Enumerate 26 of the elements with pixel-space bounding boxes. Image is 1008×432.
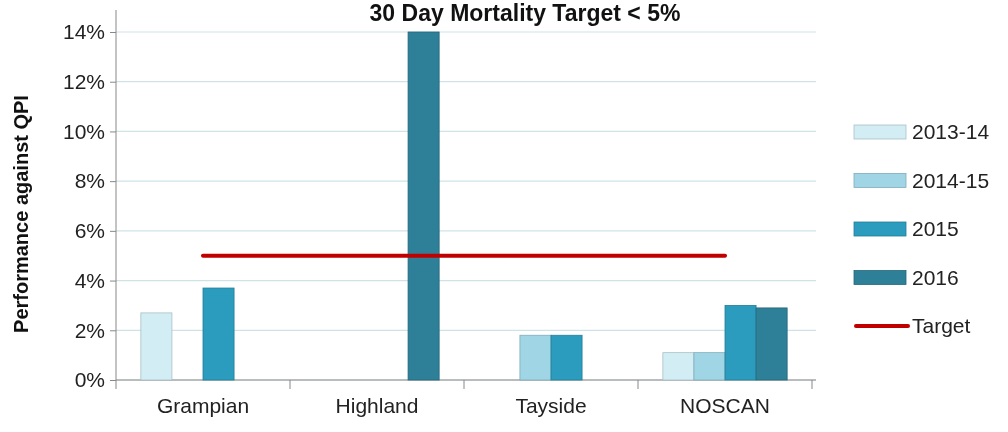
legend-label: 2013-14 bbox=[912, 120, 990, 144]
bar bbox=[202, 287, 235, 381]
legend-label: 2016 bbox=[912, 265, 959, 289]
x-tick-label: Grampian bbox=[156, 394, 250, 418]
x-tick-label: Tayside bbox=[515, 394, 587, 418]
bar bbox=[407, 31, 440, 381]
bar bbox=[140, 312, 173, 381]
bar bbox=[550, 334, 583, 381]
y-tick-label: 4% bbox=[74, 268, 105, 292]
bar bbox=[662, 352, 695, 381]
x-tick-label: Highland bbox=[335, 394, 419, 418]
x-tick-label: NOSCAN bbox=[680, 394, 770, 418]
legend-label: 2015 bbox=[912, 217, 959, 241]
y-tick-label: 0% bbox=[74, 368, 105, 392]
bar bbox=[693, 352, 726, 381]
y-tick-label: 12% bbox=[62, 69, 105, 93]
y-tick-label: 14% bbox=[62, 20, 105, 44]
y-tick-label: 2% bbox=[74, 318, 105, 342]
chart-title: 30 Day Mortality Target < 5% bbox=[369, 0, 681, 26]
y-tick-label: 6% bbox=[74, 219, 105, 243]
legend-label: 2014-15 bbox=[912, 168, 990, 192]
y-tick-label: 10% bbox=[62, 119, 105, 143]
bar bbox=[519, 334, 552, 381]
y-tick-label: 8% bbox=[74, 169, 105, 193]
y-axis-title: Performance against QPI bbox=[10, 95, 32, 333]
legend-label: Target bbox=[912, 314, 971, 338]
